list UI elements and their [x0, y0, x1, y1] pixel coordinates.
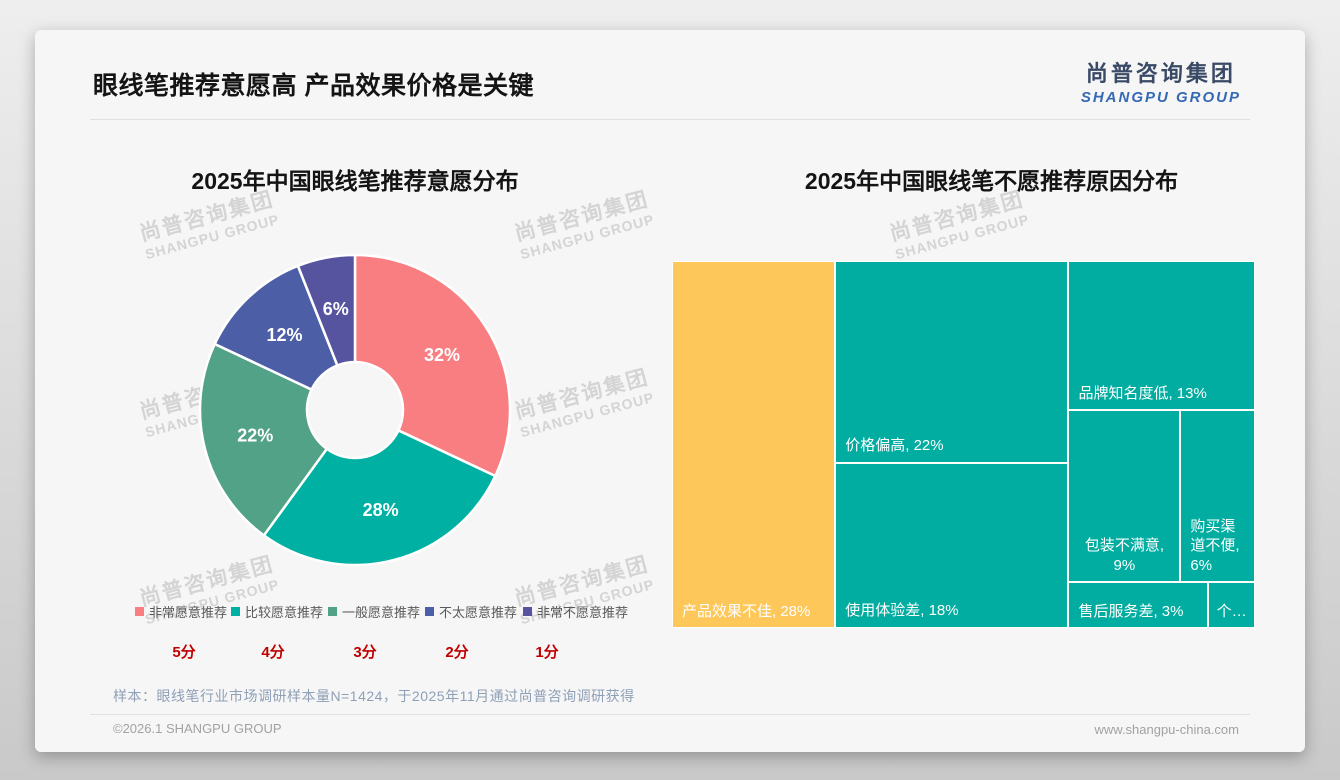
legend-item-3: 不太愿意推荐 — [425, 602, 517, 621]
company-logo: 尚普咨询集团 SHANGPU GROUP — [1081, 56, 1241, 106]
treemap-cell-2: 使用体验差, 18% — [835, 462, 1069, 628]
donut-value-label-1: 28% — [363, 500, 399, 520]
sample-footnote: 样本：眼线笔行业市场调研样本量N=1424，于2025年11月通过尚普咨询调研获… — [113, 688, 635, 704]
treemap-cell-1: 价格偏高, 22% — [835, 261, 1069, 463]
score-label-2: 3分 — [353, 644, 377, 661]
legend-item-4: 非常不愿意推荐 — [523, 602, 628, 621]
treemap-chart-title: 2025年中国眼线笔不愿推荐原因分布 — [804, 168, 1179, 194]
legend-marker-0 — [135, 607, 144, 616]
logo-cn-text: 尚普咨询集团 — [1085, 61, 1236, 86]
page-title: 眼线笔推荐意愿高 产品效果价格是关键 — [93, 72, 534, 100]
legend-item-1: 比较愿意推荐 — [231, 602, 323, 621]
title-divider — [90, 119, 1250, 120]
donut-legend: 非常愿意推荐 比较愿意推荐 一般愿意推荐 不太愿意推荐 非常不愿意推荐 — [35, 602, 675, 622]
score-label-0: 5分 — [172, 644, 196, 661]
legend-marker-3 — [425, 607, 434, 616]
donut-value-label-2: 22% — [237, 426, 273, 446]
treemap-cell-label-6: 售后服务差, 3% — [1078, 602, 1184, 620]
treemap-cell-7: 个… — [1208, 582, 1255, 628]
slide-card: 尚普咨询集团 SHANGPU GROUP 尚普咨询集团 SHANGPU GROUP 尚普… — [35, 30, 1305, 752]
legend-label-3: 不太愿意推荐 — [439, 605, 518, 620]
score-label-4: 1分 — [535, 644, 559, 661]
donut-value-label-0: 32% — [424, 345, 460, 365]
legend-item-2: 一般愿意推荐 — [328, 602, 420, 621]
legend-item-0: 非常愿意推荐 — [135, 602, 227, 621]
score-row: 5分 4分 3分 2分 1分 — [35, 641, 675, 661]
donut-slice-1 — [262, 429, 497, 567]
treemap-cell-label-7: 个… — [1216, 602, 1247, 620]
legend-marker-1 — [231, 607, 240, 616]
footer-divider — [90, 714, 1250, 715]
legend-label-1: 比较愿意推荐 — [245, 605, 324, 620]
legend-label-2: 一般愿意推荐 — [342, 605, 421, 620]
treemap-cell-label-5: 购买渠道不便, 6% — [1190, 517, 1240, 574]
legend-label-0: 非常愿意推荐 — [149, 605, 228, 620]
treemap-cell-label-1: 价格偏高, 22% — [845, 437, 944, 455]
legend-marker-2 — [328, 607, 337, 616]
donut-slice-3 — [213, 264, 339, 391]
treemap-cell-label-4: 包装不满意, 9% — [1084, 537, 1164, 574]
treemap-cell-6: 售后服务差, 3% — [1068, 582, 1209, 628]
donut-value-label-3: 12% — [266, 325, 302, 345]
legend-marker-4 — [523, 607, 532, 616]
donut-value-label-4: 6% — [323, 299, 349, 319]
donut-chart-title: 2025年中国眼线笔推荐意愿分布 — [191, 168, 519, 194]
donut-slice-2 — [198, 342, 329, 537]
donut-slice-4 — [296, 253, 357, 367]
score-label-1: 4分 — [261, 644, 285, 661]
treemap-cell-5: 购买渠道不便, 6% — [1180, 410, 1255, 583]
treemap-cell-3: 品牌知名度低, 13% — [1068, 261, 1255, 411]
score-label-3: 2分 — [445, 644, 469, 661]
treemap-cell-label-2: 使用体验差, 18% — [845, 602, 959, 620]
donut-chart: 32% 28% 22% 12% 6% — [198, 253, 512, 567]
legend-label-4: 非常不愿意推荐 — [537, 605, 629, 620]
treemap-cell-0: 产品效果不佳, 28% — [672, 261, 836, 628]
footer-website: www.shangpu-china.com — [1094, 722, 1239, 737]
logo-en-text: SHANGPU GROUP — [1080, 89, 1241, 106]
treemap-chart: 产品效果不佳, 28% 价格偏高, 22% 使用体验差, 18% 品牌知名度低, 13… — [672, 261, 1255, 628]
footer-copyright: ©2026.1 SHANGPU GROUP — [113, 721, 282, 736]
treemap-cell-label-3: 品牌知名度低, 13% — [1078, 384, 1207, 402]
treemap-cell-4: 包装不满意, 9% — [1068, 410, 1181, 583]
treemap-cell-label-0: 产品效果不佳, 28% — [682, 602, 811, 620]
donut-slice-0 — [353, 253, 512, 478]
